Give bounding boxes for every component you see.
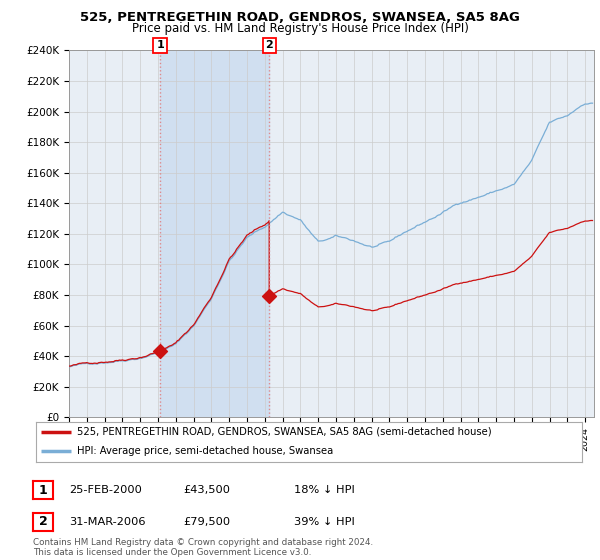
Bar	[160, 50, 269, 417]
Text: 1: 1	[38, 483, 47, 497]
Point	[265, 291, 274, 300]
Text: 31-MAR-2006: 31-MAR-2006	[69, 517, 146, 527]
Text: Contains HM Land Registry data © Crown copyright and database right 2024.
This d: Contains HM Land Registry data © Crown c…	[33, 538, 373, 557]
Text: HPI: Average price, semi-detached house, Swansea: HPI: Average price, semi-detached house,…	[77, 446, 333, 456]
Text: 525, PENTREGETHIN ROAD, GENDROS, SWANSEA, SA5 8AG: 525, PENTREGETHIN ROAD, GENDROS, SWANSEA…	[80, 11, 520, 24]
Text: Price paid vs. HM Land Registry's House Price Index (HPI): Price paid vs. HM Land Registry's House …	[131, 22, 469, 35]
Text: £79,500: £79,500	[183, 517, 230, 527]
Text: 25-FEB-2000: 25-FEB-2000	[69, 485, 142, 495]
Text: £43,500: £43,500	[183, 485, 230, 495]
Text: 1: 1	[156, 40, 164, 50]
Text: 2: 2	[265, 40, 273, 50]
Point	[155, 346, 165, 355]
Text: 525, PENTREGETHIN ROAD, GENDROS, SWANSEA, SA5 8AG (semi-detached house): 525, PENTREGETHIN ROAD, GENDROS, SWANSEA…	[77, 427, 491, 437]
Text: 18% ↓ HPI: 18% ↓ HPI	[294, 485, 355, 495]
Text: 2: 2	[38, 515, 47, 529]
Text: 39% ↓ HPI: 39% ↓ HPI	[294, 517, 355, 527]
